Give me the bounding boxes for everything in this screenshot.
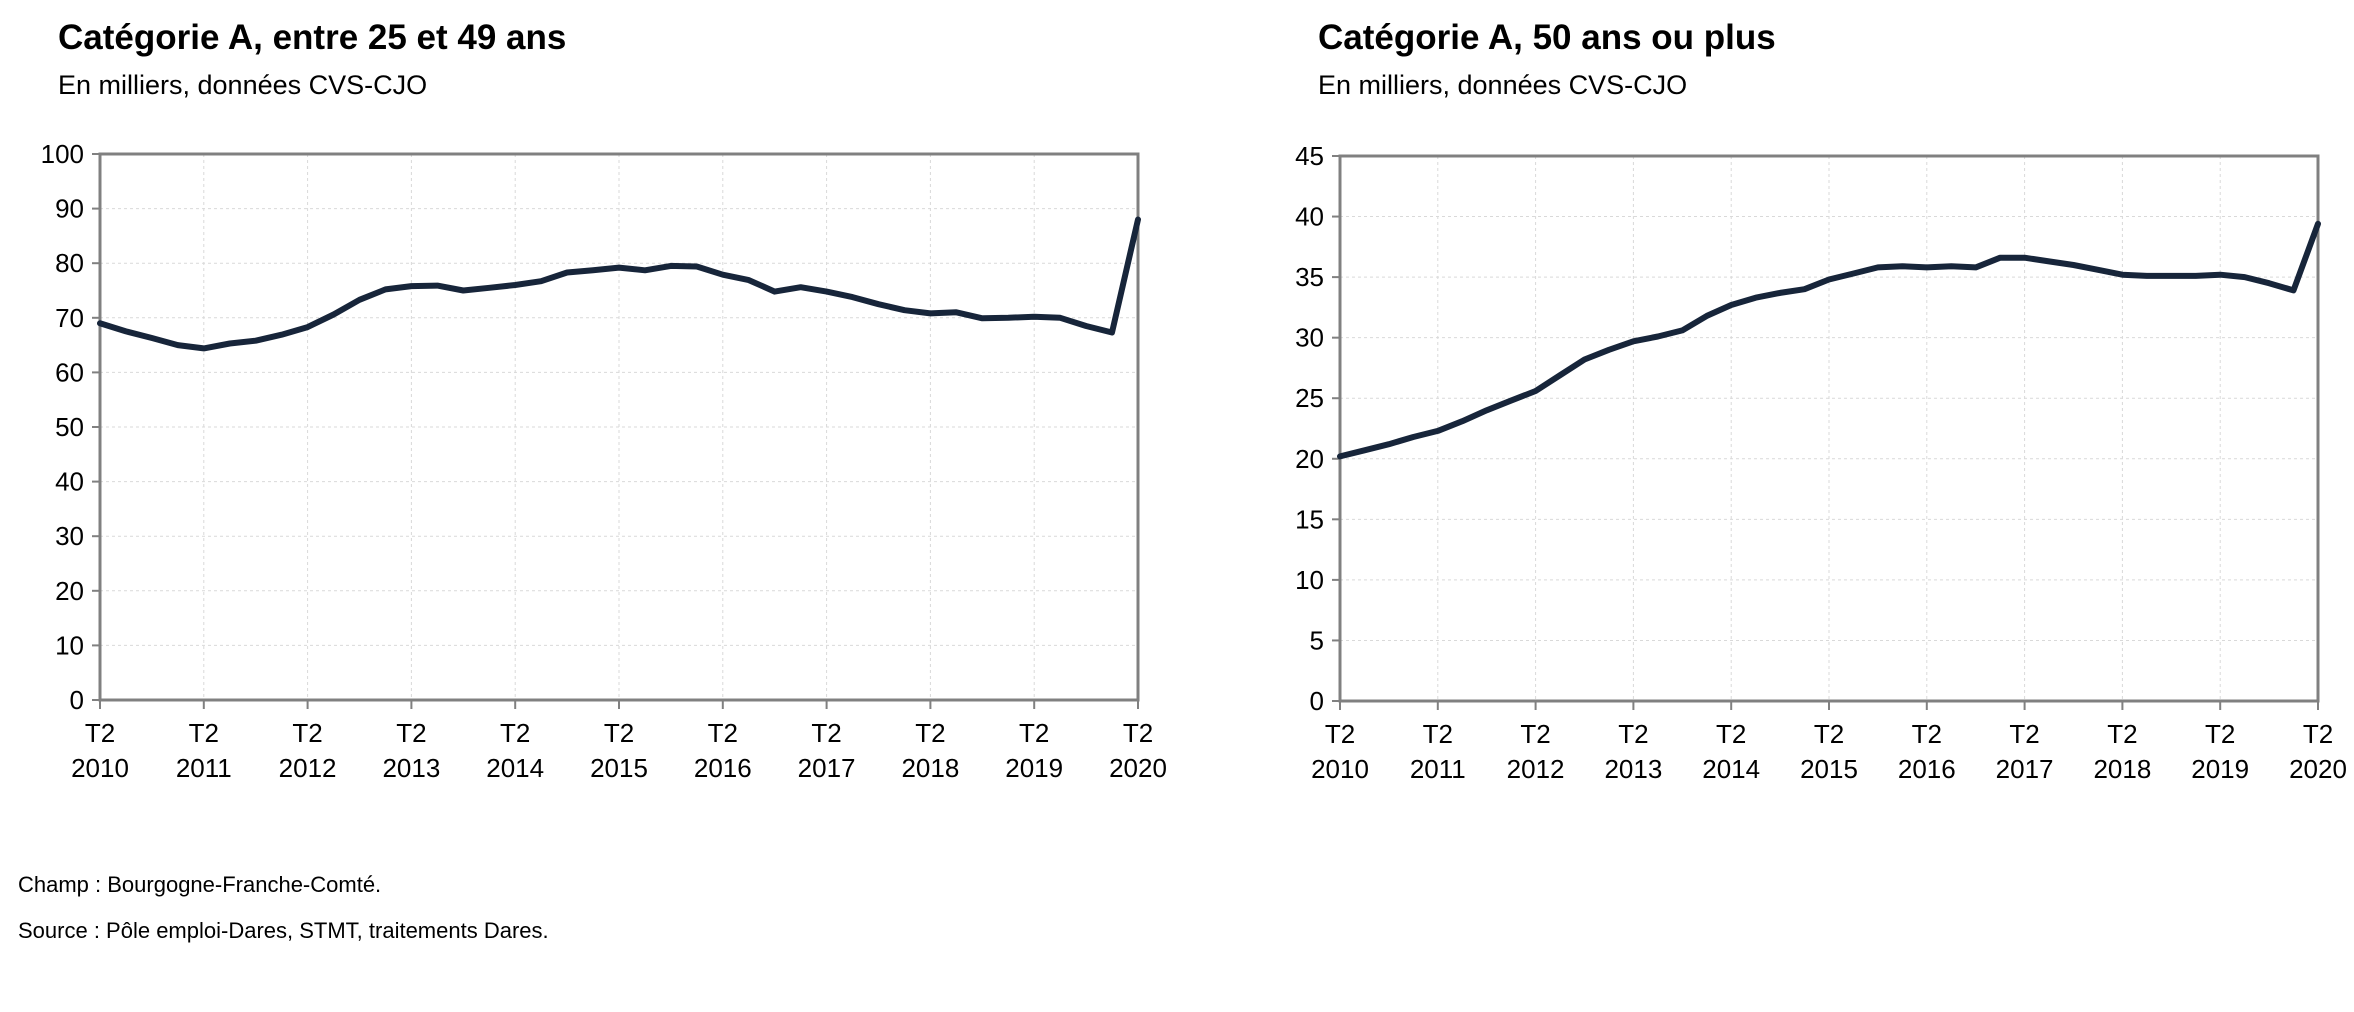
x-tick-label: 2016: [1898, 754, 1956, 784]
x-tick-label: 2020: [2289, 754, 2347, 784]
x-tick-label: T2: [1019, 718, 1049, 748]
y-tick-label: 0: [1310, 686, 1324, 716]
x-tick-label: T2: [2303, 719, 2333, 749]
x-tick-label: 2018: [2093, 754, 2151, 784]
x-tick-label: 2015: [1800, 754, 1858, 784]
x-tick-label: T2: [500, 718, 530, 748]
chart-title: Catégorie A, entre 25 et 49 ans: [58, 18, 567, 57]
plot-frame: [1338, 154, 2320, 703]
y-tick-label: 10: [55, 630, 84, 660]
y-tick-label: 70: [55, 303, 84, 333]
y-tick-label: 80: [55, 248, 84, 278]
y-tick-label: 25: [1295, 383, 1324, 413]
y-tick-label: 5: [1310, 625, 1324, 655]
chart-panel-25-49: Catégorie A, entre 25 et 49 ans En milli…: [0, 0, 1170, 800]
x-tick-label: T2: [1123, 718, 1153, 748]
chart-panel-50-plus: Catégorie A, 50 ans ou plus En milliers,…: [1260, 0, 2354, 800]
x-tick-label: 2015: [590, 753, 648, 783]
x-tick-label: T2: [2205, 719, 2235, 749]
y-tick-label: 40: [1295, 202, 1324, 232]
x-tick-label: T2: [292, 718, 322, 748]
x-tick-label: T2: [1520, 719, 1550, 749]
y-tick-label: 100: [41, 139, 84, 169]
x-tick-label: T2: [1423, 719, 1453, 749]
x-tick-label: 2010: [71, 753, 129, 783]
chart-title: Catégorie A, 50 ans ou plus: [1318, 18, 1776, 57]
x-tick-label: 2019: [1005, 753, 1063, 783]
plot-frame: [98, 152, 1140, 702]
x-tick-label: 2018: [901, 753, 959, 783]
x-tick-label: 2014: [486, 753, 544, 783]
x-tick-label: T2: [189, 718, 219, 748]
x-tick-label: T2: [811, 718, 841, 748]
x-tick-label: T2: [2009, 719, 2039, 749]
line-chart-25-49: 0 10 20 30 40 50 60 70 80 90 100 T2 2010 T2 2011 T2 2012…: [41, 139, 1167, 783]
y-tick-label: 20: [55, 576, 84, 606]
y-tick-label: 60: [55, 357, 84, 387]
y-tick-label: 90: [55, 194, 84, 224]
series-line: [1337, 220, 2321, 460]
x-tick-label: 2011: [1410, 754, 1466, 784]
x-tick-label: 2016: [694, 753, 752, 783]
x-tick-label: 2013: [1604, 754, 1662, 784]
x-tick-label: T2: [2107, 719, 2137, 749]
y-tick-label: 20: [1295, 444, 1324, 474]
champ-note: Champ : Bourgogne-Franche-Comté.: [18, 872, 382, 897]
x-tick-label: 2014: [1702, 754, 1760, 784]
x-tick-label: T2: [1912, 719, 1942, 749]
x-tick-label: T2: [1325, 719, 1355, 749]
x-tick-label: 2019: [2191, 754, 2249, 784]
y-tick-label: 10: [1295, 565, 1324, 595]
x-tick-label: T2: [1618, 719, 1648, 749]
x-tick-label: T2: [1814, 719, 1844, 749]
y-tick-label: 45: [1295, 141, 1324, 171]
y-tick-label: 30: [1295, 323, 1324, 353]
y-tick-label: 35: [1295, 262, 1324, 292]
x-tick-label: 2012: [1507, 754, 1565, 784]
x-tick-label: 2013: [382, 753, 440, 783]
y-tick-label: 40: [55, 467, 84, 497]
y-tick-label: 0: [70, 685, 84, 715]
x-tick-label: T2: [915, 718, 945, 748]
x-tick-label: T2: [1716, 719, 1746, 749]
y-tick-label: 50: [55, 412, 84, 442]
x-tick-label: 2017: [1996, 754, 2054, 784]
y-tick-label: 30: [55, 521, 84, 551]
x-tick-label: 2017: [798, 753, 856, 783]
x-tick-label: T2: [85, 718, 115, 748]
x-tick-label: T2: [604, 718, 634, 748]
y-tick-label: 15: [1295, 504, 1324, 534]
x-tick-label: 2020: [1109, 753, 1167, 783]
x-tick-label: 2011: [176, 753, 232, 783]
x-tick-label: 2010: [1311, 754, 1369, 784]
x-tick-label: T2: [708, 718, 738, 748]
chart-subtitle: En milliers, données CVS-CJO: [58, 70, 428, 100]
chart-subtitle: En milliers, données CVS-CJO: [1318, 70, 1688, 100]
source-note: Source : Pôle emploi-Dares, STMT, traite…: [18, 918, 549, 943]
series-line: [97, 216, 1141, 352]
x-tick-label: T2: [396, 718, 426, 748]
line-chart-50-plus: 0 5 10 15 20 25 30 35 40 45 T2 2010 T2 2011 T2 2012 T2 20…: [1295, 141, 2347, 784]
x-tick-label: 2012: [279, 753, 337, 783]
